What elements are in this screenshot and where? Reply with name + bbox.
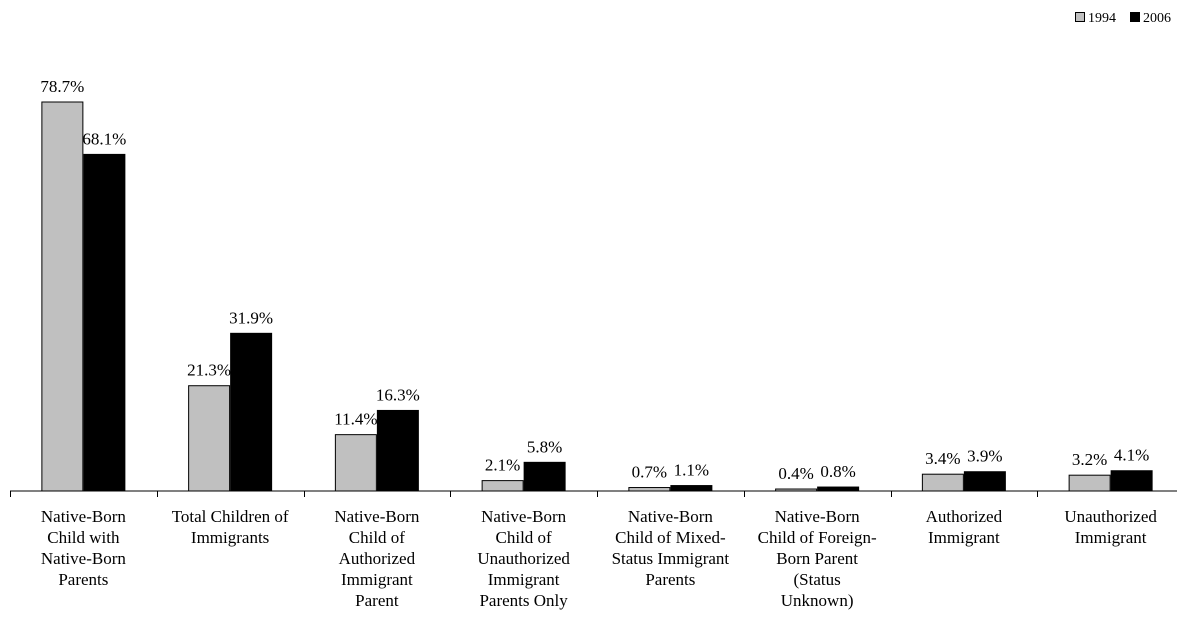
data-label-2006-6: 3.9% xyxy=(967,447,1002,466)
bar-2006-2 xyxy=(376,409,419,492)
category-label-6: Authorized Immigrant xyxy=(926,507,1003,547)
category-label-2: Native-Born Child of Authorized Immigrant Pa… xyxy=(334,507,419,610)
bar-2006-7 xyxy=(1110,470,1153,492)
category-label-5: Native-Born Child of Foreign-Born Parent(… xyxy=(758,507,877,610)
category-label-3: Native-Born Child of Unauthorized Immigrant… xyxy=(477,507,570,610)
category-label-4: Native-Born Child of Mixed-Status Immigra… xyxy=(612,507,730,589)
data-label-2006-4: 1.1% xyxy=(674,461,709,480)
bar-1994-0 xyxy=(41,101,84,492)
category-label-0: Native-Born Child with Native-Born Parents xyxy=(41,507,126,589)
category-labels-layer: Native-Born Child with Native-Born Parents T… xyxy=(41,507,1157,610)
bar-2006-5 xyxy=(817,486,860,492)
value-labels-layer: 78.7% 68.1% 21.3% 31.9% 11.4% 16.3% 2.1% 5.8% 0.… xyxy=(40,77,1149,483)
data-label-1994-5: 0.4% xyxy=(778,464,813,483)
data-label-2006-5: 0.8% xyxy=(820,462,855,481)
bar-2006-4 xyxy=(670,485,713,492)
data-label-2006-0: 68.1% xyxy=(82,129,126,148)
data-label-2006-7: 4.1% xyxy=(1114,446,1149,465)
data-label-1994-1: 21.3% xyxy=(187,361,231,380)
data-label-1994-0: 78.7% xyxy=(40,77,84,96)
chart-legend: 1994 2006 xyxy=(1075,11,1171,26)
data-label-2006-3: 5.8% xyxy=(527,437,562,456)
legend-label-1994: 1994 xyxy=(1088,11,1116,26)
data-label-2006-1: 31.9% xyxy=(229,308,273,327)
bar-1994-1 xyxy=(188,385,231,492)
bars-layer xyxy=(41,101,1153,492)
data-label-1994-7: 3.2% xyxy=(1072,450,1107,469)
bar-1994-3 xyxy=(481,480,524,492)
data-label-1994-2: 11.4% xyxy=(334,410,377,429)
category-label-7: Unauthorized Immigrant xyxy=(1064,507,1157,547)
data-label-2006-2: 16.3% xyxy=(376,385,420,404)
x-axis-ticks xyxy=(10,491,1038,497)
bar-2006-6 xyxy=(963,471,1006,492)
legend-label-2006: 2006 xyxy=(1143,11,1171,26)
legend-swatch-2006 xyxy=(1130,12,1140,22)
data-label-1994-3: 2.1% xyxy=(485,456,520,475)
bar-1994-6 xyxy=(921,473,964,492)
data-label-1994-6: 3.4% xyxy=(925,449,960,468)
data-label-1994-4: 0.7% xyxy=(632,463,667,482)
bar-1994-4 xyxy=(628,487,671,492)
bar-2006-3 xyxy=(523,461,566,492)
bar-1994-7 xyxy=(1068,474,1111,492)
legend-swatch-1994 xyxy=(1075,12,1085,22)
bar-2006-0 xyxy=(83,153,126,492)
category-label-1: Total Children of Immigrants xyxy=(172,507,289,547)
bar-1994-2 xyxy=(334,434,377,492)
bar-2006-1 xyxy=(230,332,273,492)
